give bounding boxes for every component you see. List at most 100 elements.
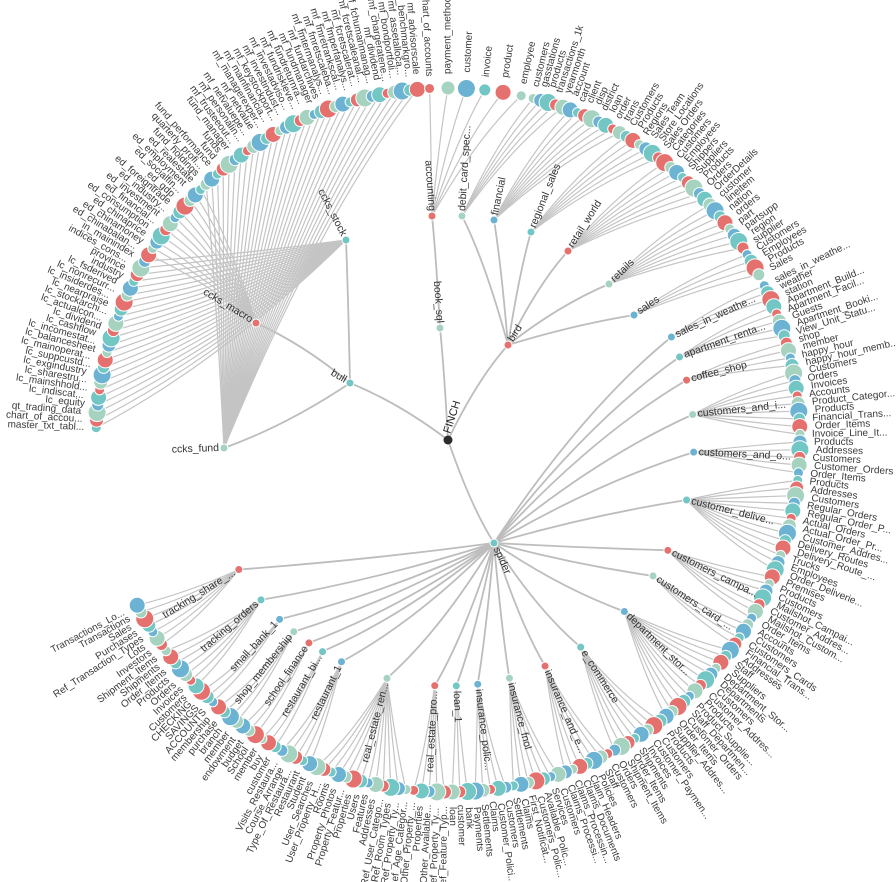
link-leaf — [567, 166, 672, 252]
link-leaf — [608, 228, 730, 285]
link-leaf — [493, 115, 585, 221]
link-leaf — [624, 611, 722, 663]
link-leaf — [223, 155, 242, 449]
leaf-label: Order_Items — [815, 419, 871, 432]
link-leaf — [413, 685, 436, 791]
link-leaf — [624, 611, 717, 669]
link-spider-4 — [493, 451, 694, 544]
link-leaf — [530, 144, 640, 233]
branch-label: e_commerce — [578, 648, 621, 706]
link-leaf — [667, 549, 767, 592]
link-leaf — [223, 103, 344, 449]
branch-node — [427, 211, 437, 221]
leaf-label: Invoice_Line_It... — [812, 428, 888, 440]
link-leaf — [99, 239, 347, 391]
link-leaf — [686, 499, 795, 504]
link-leaf — [667, 549, 770, 585]
link-leaf — [148, 569, 240, 626]
link-leaf — [633, 260, 752, 316]
link-bull-2 — [223, 382, 351, 449]
link-leaf — [623, 611, 667, 717]
group-node-spider — [489, 538, 499, 548]
link-bull-0 — [345, 239, 351, 384]
link-leaf — [223, 91, 396, 449]
link-spider-19 — [293, 542, 495, 633]
leaf-label: Addresses — [816, 445, 864, 457]
link-leaf — [608, 234, 735, 285]
link-leaf — [567, 176, 683, 252]
link-leaf — [455, 685, 461, 792]
leaf-label: Claims — [486, 801, 501, 833]
link-leaf — [161, 569, 240, 645]
branch-label: debit_card_spec... — [456, 125, 473, 211]
branch-node — [337, 657, 347, 667]
link-leaf — [608, 222, 726, 285]
link-leaf — [567, 162, 666, 252]
link-leaf — [493, 118, 593, 221]
leaf-label: Ref_Feature_Typ... — [438, 806, 450, 882]
link-leaf — [608, 247, 744, 285]
link-leaf — [567, 198, 705, 252]
link-leaf — [242, 642, 310, 727]
leaf-label: loan — [447, 807, 458, 826]
link-leaf — [223, 150, 249, 449]
link-leaf — [623, 611, 685, 702]
link-leaf — [281, 661, 343, 751]
link-leaf — [692, 380, 796, 416]
link-leaf — [330, 678, 388, 773]
branch-label: real_estate_pro... — [424, 690, 440, 772]
link-leaf — [493, 121, 600, 221]
link-spider-10 — [493, 542, 546, 667]
link-leaf — [623, 611, 712, 675]
link-leaf — [295, 661, 343, 758]
link-leaf — [218, 631, 295, 708]
link-leaf — [274, 651, 324, 747]
branch-node — [666, 332, 676, 342]
link-leaf — [567, 182, 689, 252]
link-spider-11 — [493, 542, 511, 679]
link-leaf — [508, 677, 559, 775]
link-leaf — [667, 549, 773, 578]
link-leaf — [623, 611, 701, 686]
branch-label: customers_and_o... — [698, 446, 791, 462]
link-leaf — [461, 99, 542, 217]
link-leaf — [165, 599, 262, 652]
link-leaf — [185, 599, 262, 676]
link-leaf — [216, 173, 225, 449]
link-leaf — [692, 395, 798, 416]
leaf-node — [515, 90, 527, 102]
link-leaf — [686, 499, 781, 556]
link-leaf — [477, 684, 507, 788]
link-leaf — [686, 499, 776, 571]
link-leaf — [248, 642, 310, 731]
link-leaf — [160, 235, 257, 324]
leaf-node — [424, 82, 436, 94]
leaf-label: Accounts — [808, 384, 850, 400]
link-leaf — [96, 239, 347, 421]
branch-node — [576, 642, 586, 652]
link-leaf — [544, 665, 574, 770]
branch-label: tracking_share_... — [160, 567, 237, 621]
link-leaf — [692, 387, 797, 416]
link-leaf — [223, 146, 255, 449]
branch-node — [688, 410, 698, 420]
link-spider-2 — [493, 379, 688, 544]
branch-node — [682, 495, 692, 505]
group-node-bird — [503, 340, 513, 350]
group-node-book_sql — [435, 323, 445, 333]
link-leaf — [652, 575, 736, 645]
link-leaf — [608, 210, 716, 285]
link-leaf — [309, 661, 343, 764]
link-leaf — [580, 646, 629, 743]
link-leaf — [667, 549, 756, 613]
branch-node — [289, 627, 299, 637]
branch-node — [256, 595, 266, 605]
link-leaf — [686, 499, 786, 542]
link-leaf — [152, 569, 240, 633]
link-spider-22 — [238, 542, 495, 571]
link-leaf — [679, 306, 775, 358]
link-leaf — [223, 142, 261, 449]
link-leaf — [431, 88, 467, 217]
branch-label: accounting — [422, 160, 438, 212]
link-leaf — [686, 499, 790, 527]
